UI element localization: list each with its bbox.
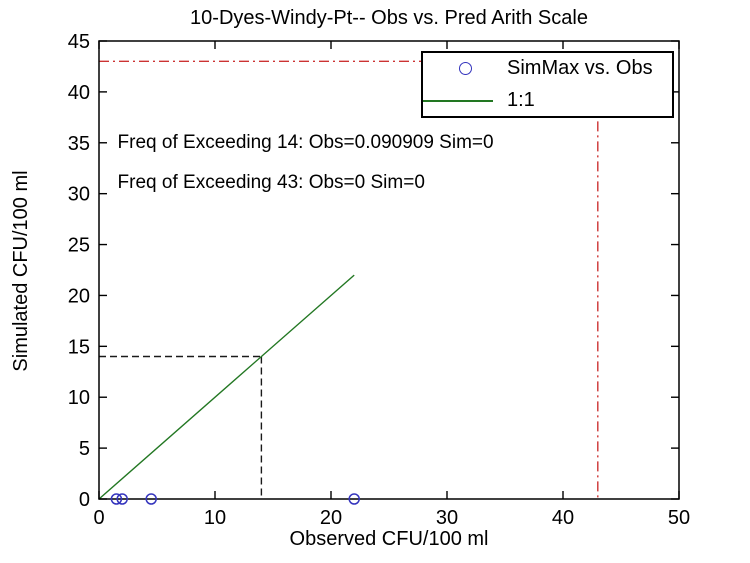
legend-box: SimMax vs. Obs 1:1 [421, 51, 674, 118]
y-tick-label: 45 [68, 31, 90, 53]
annotation-freq-exceeding-14: Freq of Exceeding 14: Obs=0.090909 Sim=0 [117, 131, 494, 153]
x-tick-label: 0 [93, 507, 104, 529]
x-axis-label: Observed CFU/100 ml [289, 528, 489, 550]
y-tick-label: 25 [68, 235, 90, 257]
legend-label-one-to-one: 1:1 [507, 89, 535, 111]
line-swatch-icon [423, 99, 493, 102]
scatter-point [145, 493, 157, 505]
chart-title: 10-Dyes-Windy-Pt-- Obs vs. Pred Arith Sc… [190, 7, 588, 29]
y-axis-label: Simulated CFU/100 ml [10, 170, 32, 372]
y-tick-label: 10 [68, 387, 90, 409]
y-tick-label: 40 [68, 82, 90, 104]
one-to-one-line [98, 274, 355, 500]
x-tick-label: 40 [552, 507, 574, 529]
x-tick-label: 30 [436, 507, 458, 529]
axes-frame [98, 40, 680, 500]
y-tick-label: 30 [68, 184, 90, 206]
scatter-point [348, 493, 360, 505]
scatter-marker-icon [458, 62, 472, 75]
scatter-point [110, 493, 123, 505]
legend-swatch-area [423, 62, 507, 75]
legend-label-simmax: SimMax vs. Obs [507, 57, 653, 79]
x-tick-label: 50 [668, 507, 690, 529]
annotation-freq-exceeding-43: Freq of Exceeding 43: Obs=0 Sim=0 [117, 172, 425, 194]
y-tick-label: 5 [79, 438, 90, 460]
scatter-point [116, 493, 128, 505]
y-tick-label: 20 [68, 285, 90, 307]
y-tick-label: 15 [68, 336, 90, 358]
x-tick-label: 20 [320, 507, 342, 529]
y-tick-label: 35 [68, 133, 90, 155]
y-tick-label: 0 [79, 489, 90, 511]
x-tick-label: 10 [204, 507, 226, 529]
legend-item-one-to-one: 1:1 [423, 88, 672, 114]
legend-swatch-area [423, 99, 507, 102]
legend-item-simmax: SimMax vs. Obs [423, 56, 672, 82]
